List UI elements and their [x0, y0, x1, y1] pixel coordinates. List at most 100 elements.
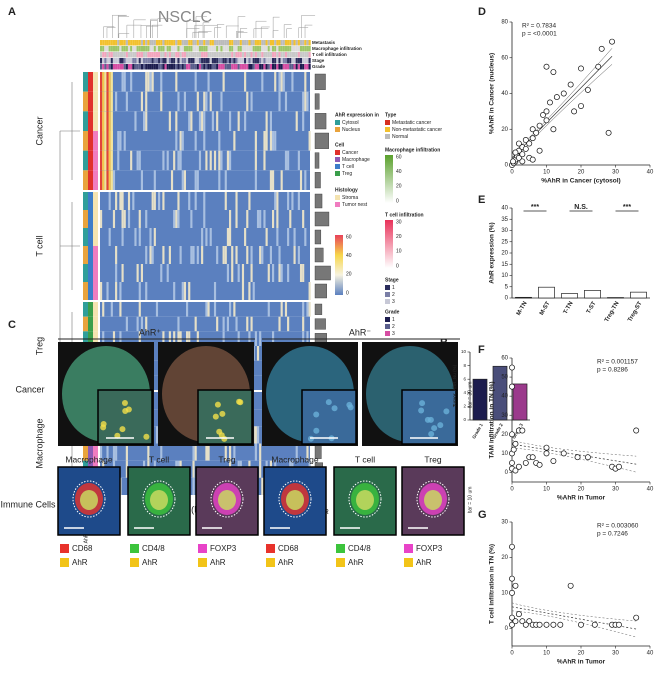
heatmap-cell [134, 111, 136, 131]
annotation-cell [302, 40, 304, 46]
annotation-cell [285, 46, 287, 52]
heatmap-cell [208, 302, 210, 317]
heatmap-cell [104, 72, 106, 92]
fit-line [512, 444, 636, 464]
heatmap-cell [100, 72, 102, 92]
side-color [88, 151, 93, 171]
heatmap-cell [100, 92, 102, 112]
heatmap-cell [177, 210, 179, 228]
annotation-cell [126, 58, 128, 64]
annotation-cell [238, 64, 240, 70]
heatmap-cell [218, 131, 220, 151]
annotation-cell [294, 58, 296, 64]
annotation-cell [158, 40, 160, 46]
annotation-cell [306, 58, 308, 64]
annotation-cell [296, 58, 298, 64]
annotation-cell [132, 40, 134, 46]
heatmap-cell [195, 131, 197, 151]
annotation-cell [220, 58, 222, 64]
annotation-cell [298, 46, 300, 52]
x-tick-label: M-ST [539, 301, 552, 317]
annotation-cell [126, 52, 128, 58]
heatmap-cell [268, 264, 270, 282]
heatmap-cell [244, 111, 246, 131]
heatmap-cell [281, 72, 283, 92]
marker-swatch [60, 558, 69, 567]
annotation-cell [214, 58, 216, 64]
stat-annotation: p = 0.7246 [597, 531, 628, 538]
heatmap-cell [182, 131, 184, 151]
heatmap-cell [106, 111, 108, 131]
heatmap-cell [126, 444, 128, 461]
point [534, 130, 539, 135]
heatmap-cell [259, 246, 261, 264]
heatmap-cell [272, 210, 274, 228]
annotation-cell [251, 64, 253, 70]
heatmap-cell [255, 444, 257, 461]
heatmap-cell [203, 111, 205, 131]
annotation-cell [306, 52, 308, 58]
legend-swatch [335, 127, 340, 132]
panel-letter: D [478, 6, 486, 18]
y-tick-label: 20 [501, 127, 508, 133]
heatmap-cell [104, 131, 106, 151]
heatmap-cell [203, 192, 205, 210]
cell-nucleus [356, 490, 374, 510]
annotation-cell [201, 46, 203, 52]
y-tick-label: 25 [501, 239, 508, 245]
heatmap-cell [302, 111, 304, 131]
annotation-cell [300, 52, 302, 58]
annotation-cell [167, 64, 169, 70]
annotation-cell [126, 64, 128, 70]
y-tick-label: 5 [505, 284, 509, 290]
heatmap-cell [137, 151, 139, 171]
annotation-cell [253, 46, 255, 52]
nucleus [425, 417, 431, 423]
heatmap-cell [268, 302, 270, 317]
x-tick-label: Treg-ST [627, 301, 644, 324]
heatmap-cell [255, 170, 257, 190]
annotation-cell [294, 46, 296, 52]
heatmap-cell [195, 72, 197, 92]
annotation-cell [259, 64, 261, 70]
heatmap-cell [203, 131, 205, 151]
annotation-cell [263, 52, 265, 58]
annotation-cell [169, 40, 171, 46]
heatmap-cell [115, 192, 117, 210]
annotation-cell [233, 46, 235, 52]
annotation-cell [182, 46, 184, 52]
annotation-cell [173, 58, 175, 64]
heatmap-cell [117, 131, 119, 151]
annotation-cell [240, 58, 242, 64]
annotation-cell [156, 46, 158, 52]
annotation-cell [126, 46, 128, 52]
annotation-cell [119, 40, 121, 46]
side-color [83, 111, 88, 131]
heatmap-cell [276, 192, 278, 210]
annotation-cell [132, 64, 134, 70]
annotation-cell [210, 52, 212, 58]
side-color [93, 72, 98, 92]
point [578, 622, 583, 627]
annotation-cell [223, 46, 225, 52]
heatmap-cell [154, 192, 156, 210]
heatmap-cell [218, 170, 220, 190]
annotation-cell [147, 58, 149, 64]
annotation-cell [177, 40, 179, 46]
annotation-cell [274, 40, 276, 46]
side-bar [315, 172, 320, 188]
heatmap-cell [169, 111, 171, 131]
annotation-cell [248, 64, 250, 70]
heatmap-cell [137, 264, 139, 282]
heatmap-cell [182, 170, 184, 190]
annotation-cell [188, 46, 190, 52]
heatmap-cell [309, 131, 311, 151]
annotation-cell [227, 40, 229, 46]
legend-swatch [335, 157, 340, 162]
heatmap-cell [160, 92, 162, 112]
annotation-cell [167, 52, 169, 58]
heatmap-cell [177, 92, 179, 112]
group-label: AhR⁻ [349, 327, 372, 337]
point [554, 94, 559, 99]
annotation-cell [244, 40, 246, 46]
